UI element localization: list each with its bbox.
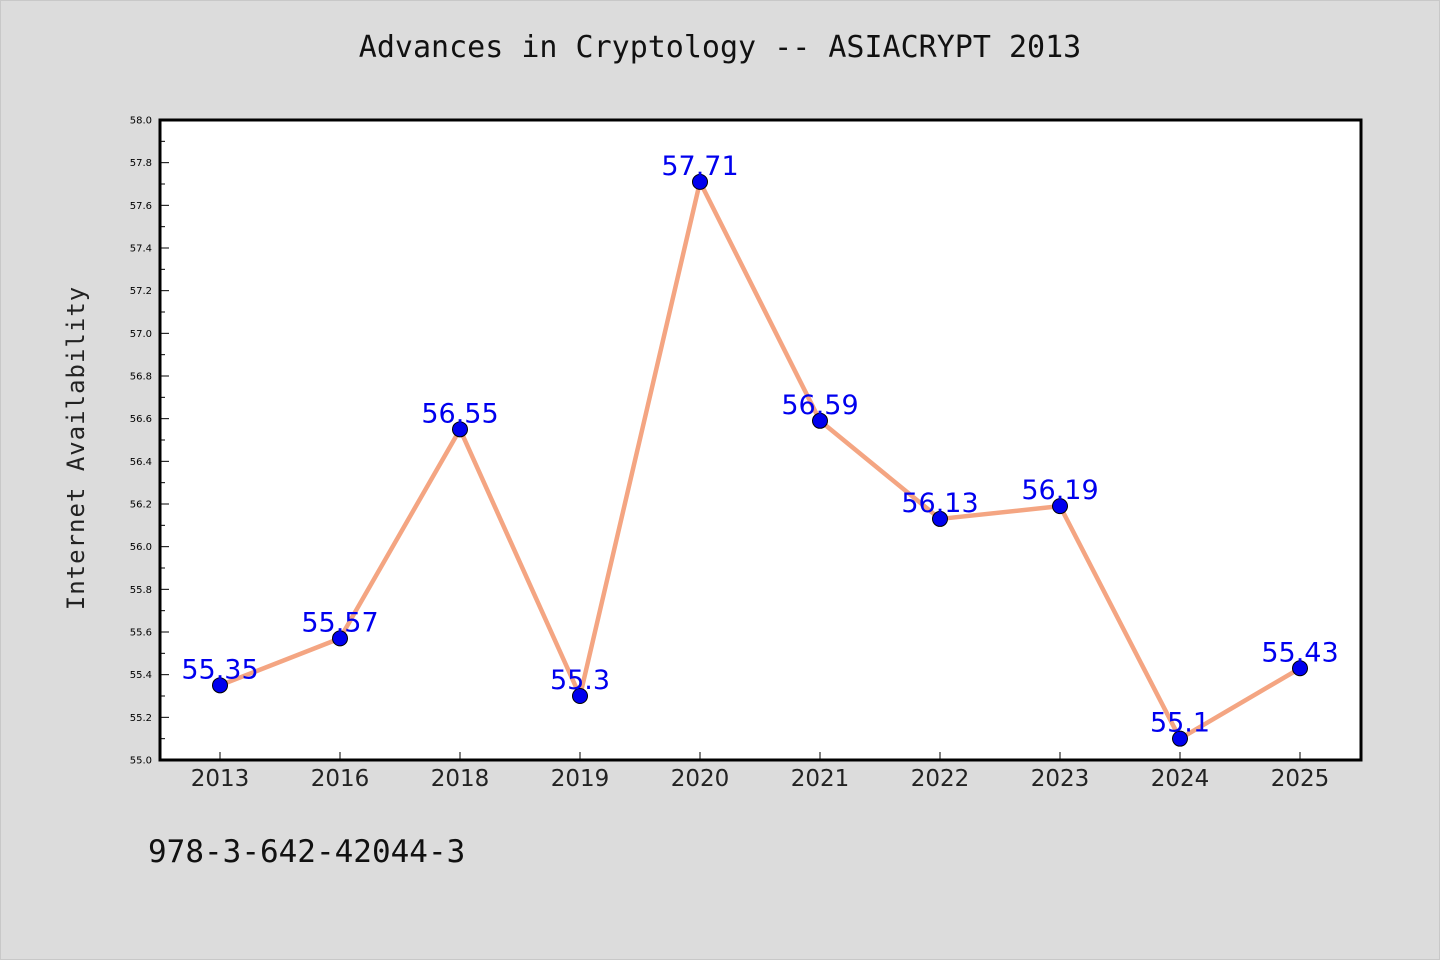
y-tick-label: 56.2 <box>130 500 152 511</box>
data-label: 55.3 <box>550 665 610 696</box>
data-label: 55.35 <box>181 654 258 685</box>
data-point <box>692 173 708 190</box>
y-tick-label: 56.6 <box>130 414 152 425</box>
data-label: 55.1 <box>1150 708 1210 739</box>
y-tick-label: 57.8 <box>130 158 152 169</box>
series-1: 55.35 55.57 56.55 55.3 57.71 56.59 56.13 56.19 5… <box>181 151 1339 747</box>
y-tick-label: 56.8 <box>130 372 152 383</box>
y-tick-label: 56.4 <box>130 457 152 468</box>
x-tick-label: 2013 <box>191 766 250 792</box>
y-tick-label: 55.4 <box>130 670 152 681</box>
y-tick-label: 57.0 <box>130 329 152 340</box>
data-point <box>572 688 588 704</box>
data-point <box>212 677 228 694</box>
data-point <box>452 421 468 438</box>
plot-border <box>158 118 1363 762</box>
y-tick-label: 55.8 <box>130 585 152 596</box>
data-point <box>812 412 828 429</box>
data-label: 55.57 <box>301 607 378 638</box>
data-point <box>1052 498 1068 515</box>
x-tick-label: 2016 <box>311 766 370 792</box>
y-tick-label: 55.0 <box>130 756 152 767</box>
footnote-isbn: 978-3-642-42044-3 <box>148 834 466 870</box>
data-label: 56.13 <box>901 488 978 519</box>
x-tick-label: 2023 <box>1031 766 1090 792</box>
x-tick-label: 2018 <box>431 766 490 792</box>
y-tick-label: 57.4 <box>130 244 152 255</box>
data-point <box>1292 660 1308 677</box>
data-label: 55.43 <box>1261 637 1338 668</box>
data-label: 56.55 <box>421 398 498 429</box>
data-label: 56.19 <box>1021 475 1098 506</box>
y-tick-label: 55.6 <box>130 628 152 639</box>
y-tick-label: 56.0 <box>130 542 152 553</box>
y-tick-label: 57.6 <box>130 201 152 212</box>
data-point <box>332 630 348 647</box>
data-point <box>1172 730 1188 747</box>
data-point <box>932 510 948 527</box>
x-tick-label: 2020 <box>671 766 730 792</box>
y-tick-label: 55.2 <box>130 713 152 724</box>
x-tick-label: 2019 <box>551 766 610 792</box>
x-tick-label: 2022 <box>911 766 970 792</box>
y-tick-label: 58.0 <box>130 116 152 127</box>
series-line <box>217 179 1303 741</box>
y-tick-label: 57.2 <box>130 286 152 297</box>
plot-area <box>160 120 1361 760</box>
chart-title: Advances in Cryptology -- ASIACRYPT 2013 <box>358 30 1082 65</box>
data-label: 57.71 <box>661 151 738 182</box>
x-axis: 2013 2016 2018 2019 2020 2021 2022 2023 2024 2025 <box>191 752 1330 792</box>
x-tick-label: 2021 <box>791 766 850 792</box>
data-label: 56.59 <box>781 390 858 421</box>
x-tick-label: 2025 <box>1271 766 1330 792</box>
x-tick-label: 2024 <box>1151 766 1210 792</box>
